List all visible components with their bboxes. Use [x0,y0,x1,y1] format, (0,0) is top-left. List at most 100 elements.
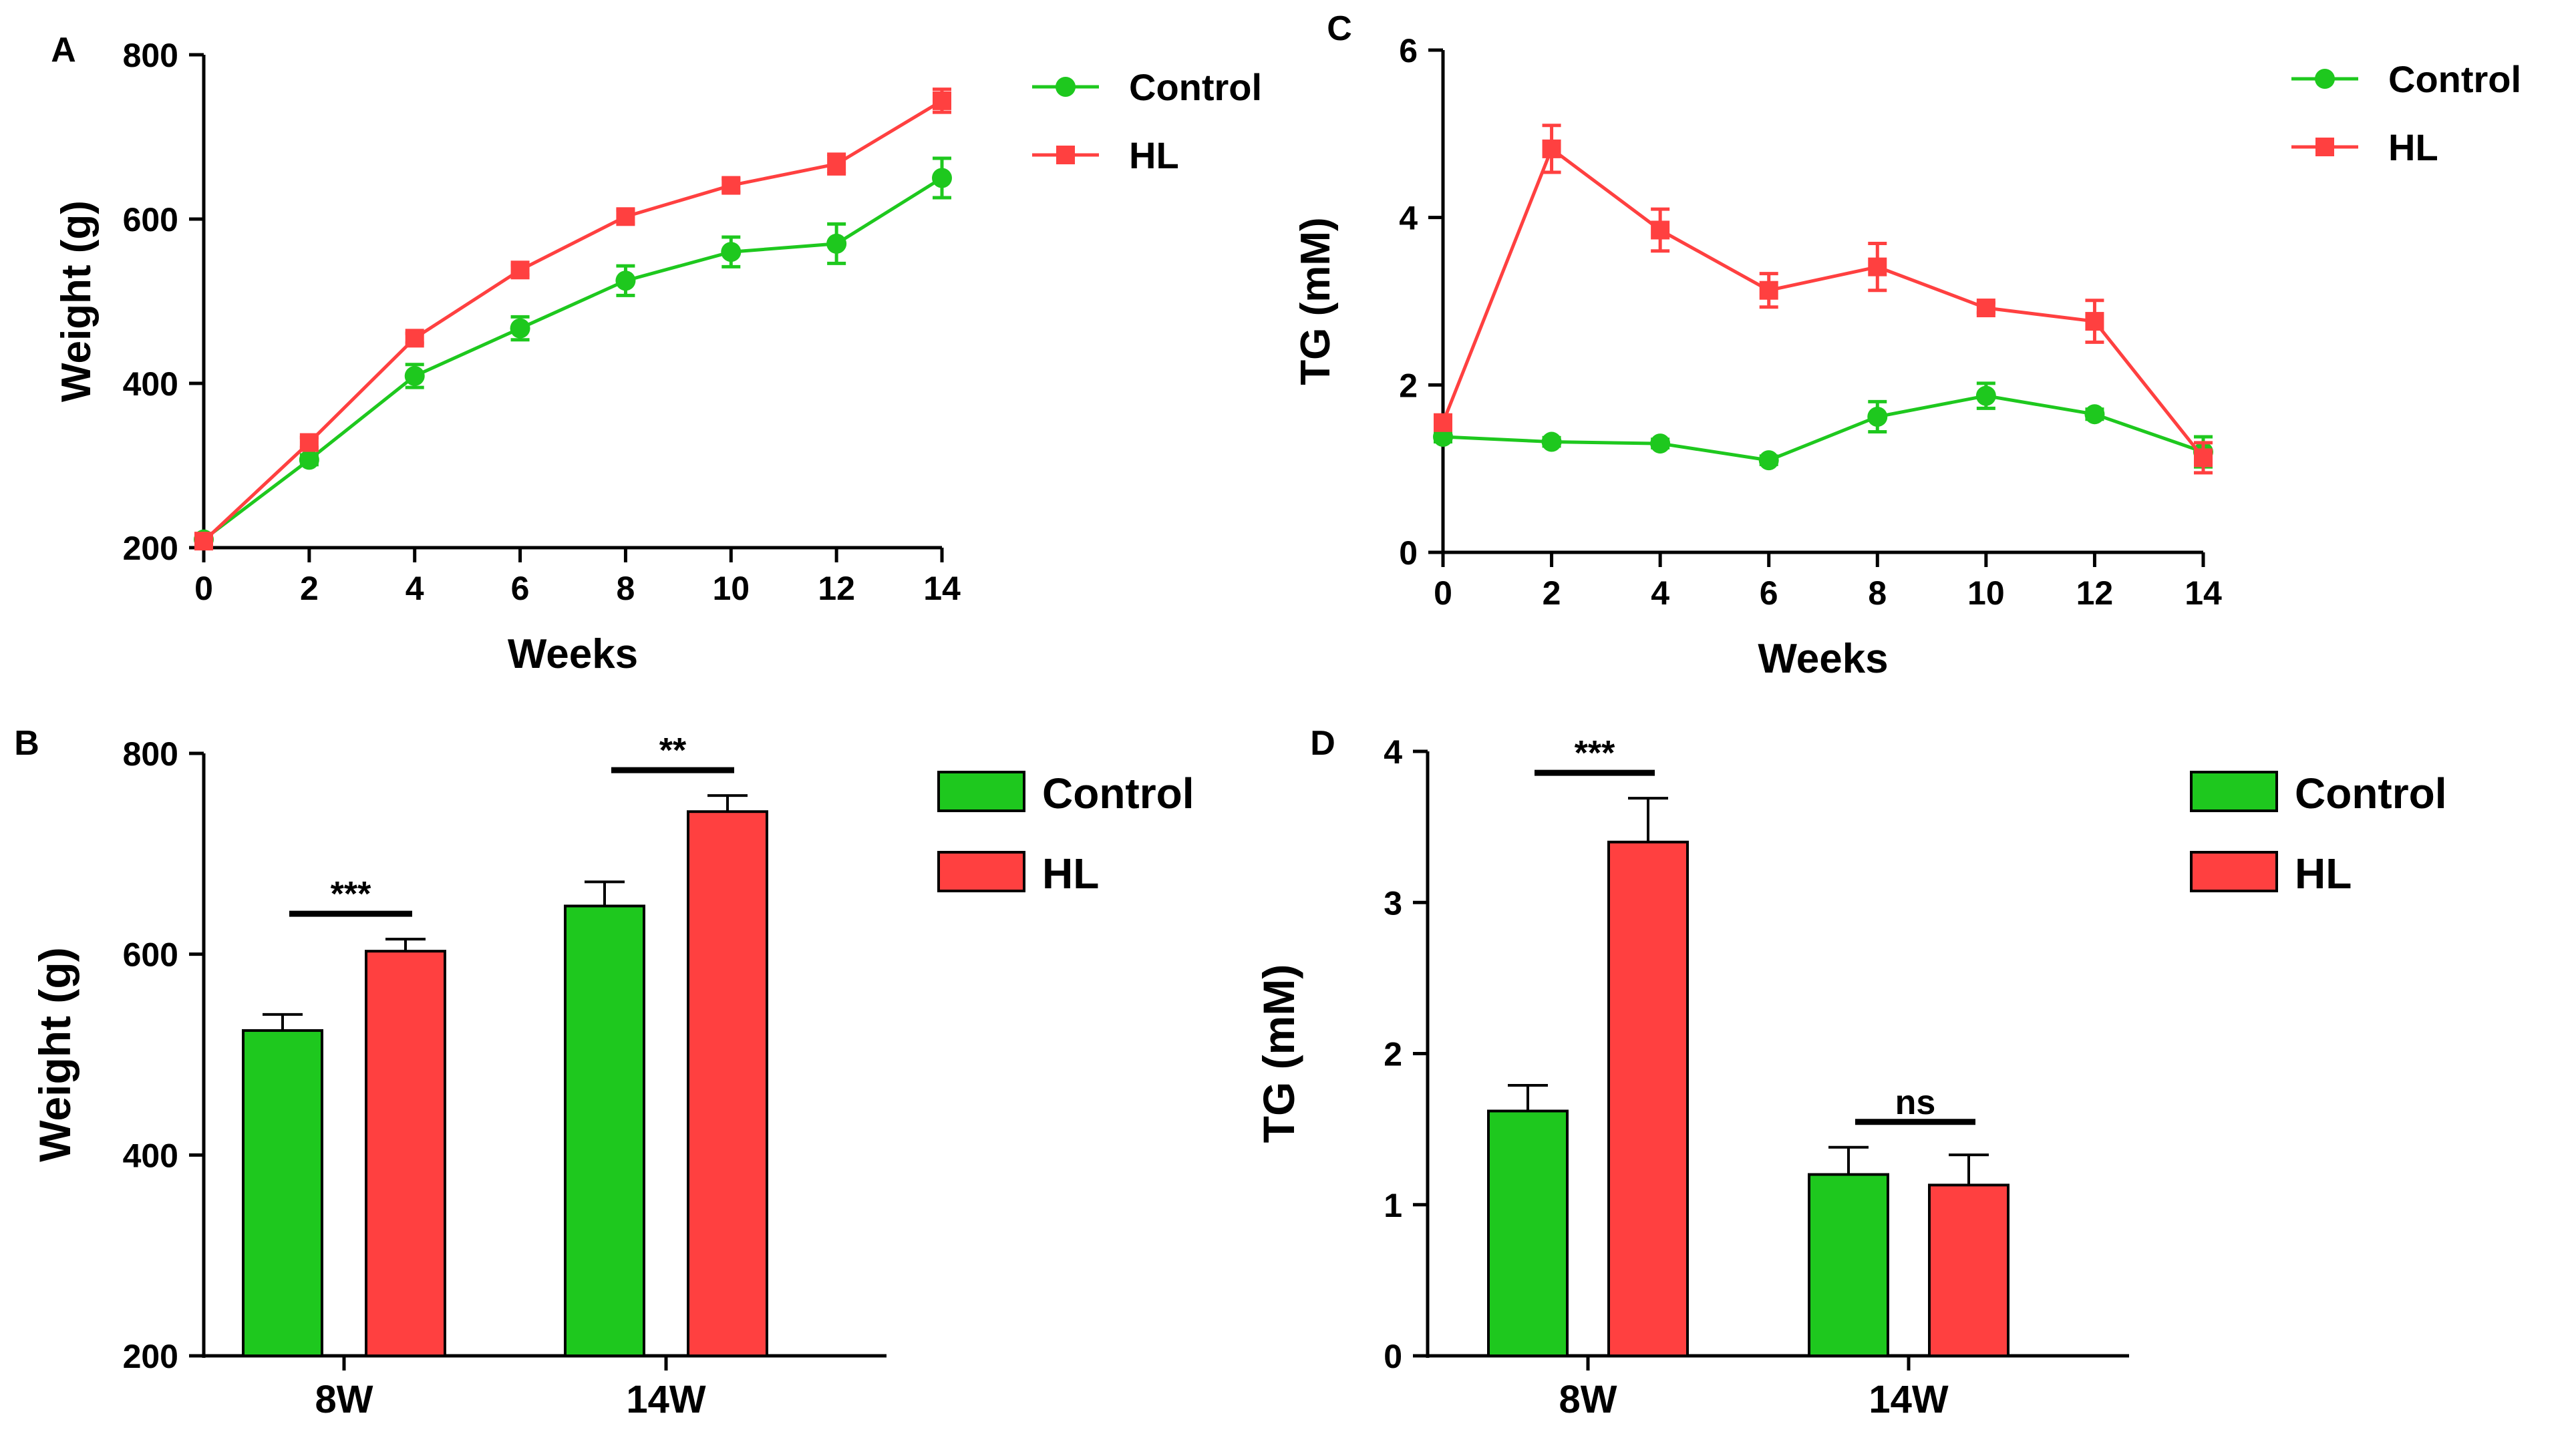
series-hl [194,87,951,551]
data-point [299,433,319,452]
x-tick-label: 8W [1559,1378,1617,1421]
x-tick-label: 10 [712,570,750,607]
x-tick-label: 14W [1869,1378,1949,1421]
legend-label: Control [1129,66,1262,108]
legend-swatch [937,851,1025,892]
y-tick-label: 2 [1384,1036,1402,1073]
data-point [194,532,213,551]
bar-control [1808,1173,1889,1357]
x-tick-label: 0 [1434,574,1452,612]
y-axis-label: TG (mM) [1293,217,1339,385]
x-tick-label: 0 [194,570,213,607]
data-point [2085,312,2104,331]
data-point [615,270,636,291]
bar-control [1487,1109,1569,1357]
bar-control [564,904,645,1358]
y-tick-label: 4 [1399,200,1418,237]
significance-label: ** [659,731,687,770]
y-tick-label: 600 [123,936,178,974]
y-tick-label: 800 [123,37,178,74]
legend-swatch [937,771,1025,812]
x-tick-label: 8 [1868,574,1887,612]
y-axis-label: Weight (g) [30,947,79,1161]
data-point [1758,450,1779,471]
x-tick-label: 12 [2076,574,2114,612]
significance-label: ns [1895,1083,1936,1122]
data-point [510,260,530,280]
y-tick-label: 800 [123,735,178,773]
y-tick-label: 600 [123,201,178,238]
data-point [721,176,741,195]
x-tick-label: 12 [818,570,855,607]
bar-hl [365,950,446,1357]
panel-B: B 200 400 600 800 8W *** 14W ** Weight (g) Control… [14,724,1194,1421]
x-tick-label: 4 [406,570,424,607]
data-point [1867,406,1888,427]
series-hl [1434,124,2213,475]
data-point [1650,433,1671,454]
x-tick-label: 4 [1651,574,1669,612]
series-control [194,156,952,550]
y-axis-label: TG (mM) [1254,964,1303,1143]
x-tick-label: 14W [626,1378,706,1421]
panel-letter: B [14,724,39,763]
x-tick-label: 2 [1543,574,1561,612]
y-axis-label: Weight (g) [53,200,100,402]
x-tick-label: 10 [1967,574,2005,612]
y-tick-label: 0 [1399,534,1418,572]
x-tick-label: 6 [511,570,530,607]
legend-marker [1056,77,1076,97]
data-point [1975,385,1996,406]
x-tick-label: 14 [923,570,961,607]
x-tick-label: 14 [2185,574,2222,612]
legend-label: Control [1042,769,1194,817]
bar-hl [1607,840,1689,1357]
panel-A: A 200 400 600 800 0 2 4 6 8 10 12 14 Weeks Weight (g) C… [51,31,1262,677]
legend-marker [2315,138,2334,156]
data-point [1541,431,1562,452]
significance-label: *** [331,875,371,914]
series-line [1442,394,2204,462]
x-axis-label: Weeks [1758,636,1888,682]
y-tick-label: 6 [1399,32,1418,69]
legend-label: HL [2295,850,2352,898]
data-point [1651,220,1670,240]
legend-label: Control [2295,769,2447,817]
y-tick-label: 4 [1384,733,1402,771]
data-point [404,365,425,386]
legend-swatch [2190,771,2278,812]
data-point [1542,139,1561,158]
y-tick-label: 0 [1384,1338,1402,1375]
y-tick-label: 400 [123,1137,178,1174]
x-tick-label: 8 [617,570,635,607]
legend-label: HL [1129,134,1179,176]
y-tick-label: 2 [1399,367,1418,404]
y-tick-label: 200 [123,1338,178,1375]
data-point [933,91,951,110]
data-point [1434,413,1452,432]
data-point [826,233,847,254]
series-line [1441,146,2205,459]
panel-D: D 0 1 2 3 4 8W *** 14W ns TG (mM) Control HL [1254,724,2447,1421]
data-point [405,329,424,348]
data-point [1976,299,1995,318]
data-point [299,449,319,470]
data-point [510,318,530,339]
data-point [1759,281,1778,300]
legend-label: Control [2388,58,2521,100]
x-tick-label: 2 [300,570,319,607]
significance-label: *** [1575,734,1615,773]
legend-label: HL [1042,850,1099,898]
legend-swatch [2190,851,2278,892]
data-point [1868,257,1887,277]
x-tick-label: 8W [315,1378,373,1421]
panel-letter: C [1327,9,1352,48]
bar-hl [687,810,768,1357]
panel-C: C 0 2 4 6 0 2 4 6 8 10 12 14 Weeks TG (mM) Control HL [1293,9,2521,682]
data-point [721,242,742,262]
bar-hl [1928,1184,2010,1358]
legend-marker [1056,146,1075,164]
panel-letter: D [1310,724,1335,763]
x-axis-label: Weeks [508,631,638,677]
